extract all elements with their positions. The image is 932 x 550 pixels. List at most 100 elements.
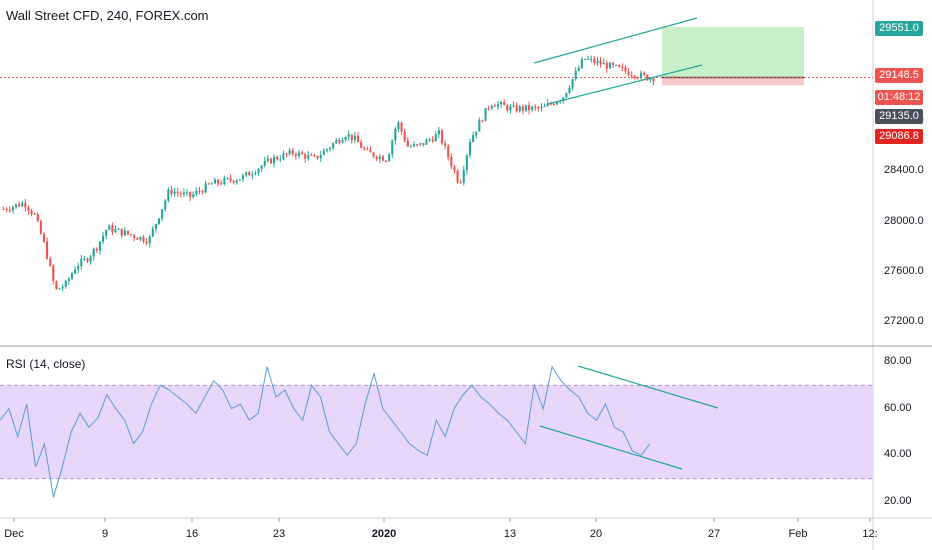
candle-body xyxy=(580,59,583,68)
candle-body xyxy=(98,241,102,251)
candle-body xyxy=(148,236,151,244)
x-tick-label: 27 xyxy=(707,528,721,540)
candle-body xyxy=(496,104,500,107)
channel-lower xyxy=(547,64,703,105)
candle-body xyxy=(509,106,512,111)
price-tag: 01:48:12 xyxy=(875,90,923,105)
candle-body xyxy=(42,233,46,242)
candle-body xyxy=(453,166,456,171)
candle-body xyxy=(621,66,624,68)
candle-body xyxy=(409,146,412,148)
rsi-band xyxy=(0,385,873,479)
x-tick-label: 16 xyxy=(185,528,199,540)
rsi-title: RSI (14, close) xyxy=(6,357,86,371)
candle-body xyxy=(419,143,422,145)
candle-body xyxy=(493,105,496,107)
candle-body xyxy=(490,105,493,109)
candle-body xyxy=(406,140,409,147)
candle-body xyxy=(630,75,633,77)
candle-body xyxy=(276,156,279,160)
candle-body xyxy=(325,149,328,151)
candle-body xyxy=(263,160,266,166)
candle-body xyxy=(537,107,540,109)
candle-body xyxy=(605,62,608,69)
candle-body xyxy=(422,143,425,145)
x-tick-label: 20 xyxy=(589,528,603,540)
candle-body xyxy=(102,235,105,242)
candle-body xyxy=(67,278,70,281)
candle-body xyxy=(338,140,341,143)
candle-body xyxy=(590,58,593,60)
x-tick-label: 12: xyxy=(862,528,878,540)
candle-body xyxy=(506,105,509,111)
candle-body xyxy=(394,129,397,141)
candle-body xyxy=(350,134,353,141)
candle-body xyxy=(618,65,621,67)
candle-body xyxy=(500,102,503,105)
candle-body xyxy=(129,234,133,236)
price-tag: 29135.0 xyxy=(875,109,923,124)
candle-body xyxy=(487,108,490,110)
candle-body xyxy=(18,204,21,207)
candle-body xyxy=(64,280,67,287)
candle-body xyxy=(381,156,384,161)
candle-body xyxy=(384,160,388,162)
candle-body xyxy=(301,152,304,155)
candle-body xyxy=(518,106,521,112)
candle-body xyxy=(201,191,204,193)
candle-body xyxy=(565,92,568,98)
candle-body xyxy=(515,105,518,112)
candle-body xyxy=(204,183,207,193)
candle-body xyxy=(462,170,465,183)
rsi-tick-label: 20.00 xyxy=(884,495,912,507)
candle-body xyxy=(587,58,590,60)
candle-body xyxy=(248,172,251,176)
candle-body xyxy=(251,174,254,176)
candle-body xyxy=(70,273,74,279)
candle-body xyxy=(400,122,403,132)
candle-body xyxy=(241,175,245,180)
candle-body xyxy=(74,269,77,274)
candle-body xyxy=(322,150,325,156)
candle-body xyxy=(596,60,599,63)
candle-body xyxy=(332,143,335,148)
candle-body xyxy=(599,60,602,65)
candle-body xyxy=(238,179,241,181)
candle-body xyxy=(552,103,555,105)
candle-body xyxy=(425,139,428,145)
candle-body xyxy=(316,155,319,159)
candle-body xyxy=(593,58,596,63)
candle-body xyxy=(528,105,531,111)
candle-body xyxy=(89,256,92,262)
candle-body xyxy=(391,140,394,155)
candle-body xyxy=(207,183,210,185)
candle-body xyxy=(24,202,27,208)
candle-body xyxy=(173,191,176,194)
candle-body xyxy=(5,209,8,211)
x-tick-label: 23 xyxy=(272,528,286,540)
candle-body xyxy=(412,144,416,147)
candle-body xyxy=(39,221,42,234)
candle-body xyxy=(437,130,440,135)
candle-body xyxy=(310,155,313,157)
candle-body xyxy=(2,209,5,211)
candle-body xyxy=(36,214,39,222)
candle-body xyxy=(521,106,524,111)
price-tag: 29551.0 xyxy=(875,21,923,36)
candle-body xyxy=(86,258,89,262)
candle-body xyxy=(540,106,543,109)
candle-body xyxy=(61,286,64,289)
candle-body xyxy=(185,191,189,193)
candle-body xyxy=(77,266,80,270)
rsi-tick-label: 40.00 xyxy=(884,448,912,461)
candle-body xyxy=(611,62,615,66)
candle-body xyxy=(58,288,61,290)
candle-body xyxy=(428,139,431,141)
candle-body xyxy=(459,182,462,184)
candle-body xyxy=(105,230,108,236)
candle-body xyxy=(8,210,11,212)
candle-body xyxy=(577,67,580,71)
candle-body xyxy=(512,105,515,107)
candle-body xyxy=(531,106,534,111)
